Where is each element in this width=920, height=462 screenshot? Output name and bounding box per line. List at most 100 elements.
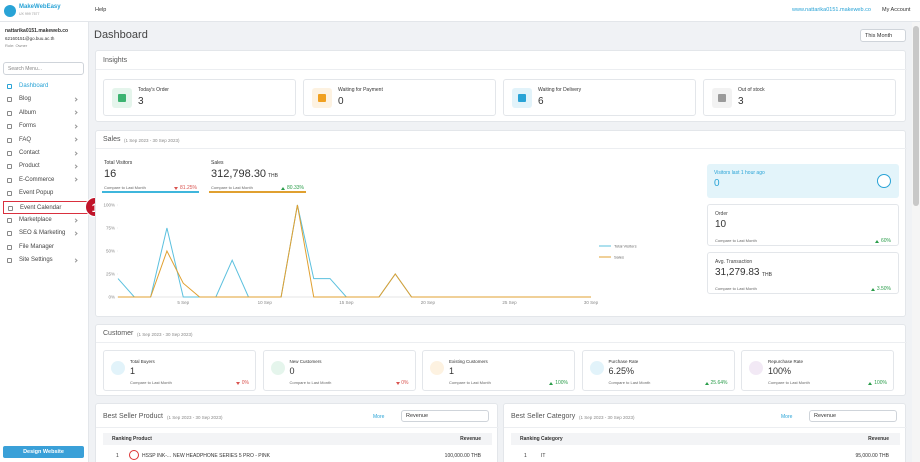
side-label: Visitors last 1 hour ago xyxy=(714,170,765,176)
insight-card: Today's Order 3 xyxy=(103,79,296,116)
metric-label: Total Visitors xyxy=(104,160,133,166)
menu-item[interactable]: Event Popup xyxy=(3,187,88,200)
menu-label: Marketplace xyxy=(19,217,52,223)
menu-icon xyxy=(7,124,12,130)
menu-icon xyxy=(7,97,12,103)
card-icon xyxy=(270,361,285,375)
top-bar: MakeWebEasy UX 999 7577 Help www.nattarika0… xyxy=(0,0,920,22)
card-icon-glyph xyxy=(118,94,126,102)
section-range: (1 Sep 2023 - 30 Sep 2023) xyxy=(137,331,193,337)
menu-item[interactable]: FAQ xyxy=(3,134,88,147)
menu-item[interactable]: Contact xyxy=(3,147,88,160)
card-label: Waiting for Payment xyxy=(338,87,383,93)
menu-label: Dashboard xyxy=(19,83,49,89)
card-icon xyxy=(589,361,604,375)
chevron xyxy=(73,164,78,169)
section-title: Best Seller Category xyxy=(511,413,576,420)
more-link[interactable]: More xyxy=(373,414,385,420)
site-name: nattarika0151.makeweb.co xyxy=(5,28,69,34)
menu-label: SEO & Marketing xyxy=(19,230,66,237)
x-tick-label: 20 Sep xyxy=(421,300,436,305)
customer-card: Repurchase Rate 100% Compare to Last Month… xyxy=(741,350,894,391)
card-value: 1 xyxy=(449,366,455,376)
menu-label: Site Settings xyxy=(19,257,53,264)
card-value: 0 xyxy=(289,366,295,376)
metric-unit: THB xyxy=(268,173,278,179)
trend-arrow xyxy=(395,381,400,385)
y-tick-label: 25% xyxy=(106,272,115,277)
site-link[interactable]: www.nattarika0151.makeweb.co xyxy=(792,7,871,13)
card-value: 6.25% xyxy=(608,366,635,376)
card-compare: Compare to Last Month xyxy=(130,380,172,385)
customer-card: Existing Customers 1 Compare to Last Month… xyxy=(422,350,575,391)
menu-item[interactable]: File Manager xyxy=(3,241,88,254)
card-value: 1 xyxy=(130,366,136,376)
best-seller-product-panel: Best Seller Product (1 Sep 2023 - 30 Sep … xyxy=(95,403,499,462)
change-value: 100% xyxy=(555,380,568,386)
menu-icon xyxy=(7,258,12,264)
menu-item[interactable]: Marketplace xyxy=(3,214,88,227)
card-label: Repurchase Rate xyxy=(768,359,804,364)
menu-label: FAQ xyxy=(19,136,32,143)
menu-icon xyxy=(7,137,12,143)
sales-side-card: Order 10 Compare to Last Month 60% xyxy=(707,204,899,246)
menu-icon xyxy=(7,110,12,116)
menu-item[interactable]: Event Calendar xyxy=(3,200,88,214)
menu-icon xyxy=(7,244,12,250)
chevron xyxy=(73,124,78,129)
card-icon-glyph xyxy=(318,94,326,102)
logo-tagline: UX 999 7577 xyxy=(19,12,40,16)
menu-label: Contact xyxy=(19,150,40,156)
trend-arrow xyxy=(875,239,879,243)
chevron xyxy=(73,217,78,223)
cell-revenue: 100,000.00 THB xyxy=(444,453,481,459)
trend-arrow xyxy=(549,381,553,385)
search-input[interactable]: Search Menu... xyxy=(3,62,84,75)
design-button-label: Design Website xyxy=(23,449,64,455)
chevron xyxy=(73,258,78,263)
menu-item[interactable]: E-Commerce xyxy=(3,174,88,187)
sort-select[interactable]: Revenue xyxy=(401,410,489,422)
side-value: 0 xyxy=(714,178,720,189)
chevron xyxy=(73,150,78,156)
period-value: This Month xyxy=(865,33,893,39)
metric-compare: Compare to Last Month xyxy=(104,185,146,190)
menu-item[interactable]: Site Settings xyxy=(3,254,88,267)
section-range: (1 Sep 2023 - 30 Sep 2023) xyxy=(124,137,180,143)
metric-underline xyxy=(209,191,306,193)
side-label: Avg. Transaction xyxy=(715,259,753,265)
design-button[interactable]: Design Website xyxy=(3,446,84,458)
card-value: 100% xyxy=(768,366,792,376)
sales-panel: Sales (1 Sep 2023 - 30 Sep 2023) Total Vis… xyxy=(95,130,907,317)
menu-item[interactable]: Product xyxy=(3,160,88,173)
section-title: Customer xyxy=(103,330,134,337)
best-seller-category-panel: Best Seller Category (1 Sep 2023 - 30 Sep… xyxy=(503,403,907,462)
metric-value: 16 xyxy=(104,168,117,180)
card-value: 3 xyxy=(138,96,144,107)
scrollbar-thumb[interactable] xyxy=(913,26,919,206)
more-link[interactable]: More xyxy=(781,414,793,420)
legend-label: Sales xyxy=(614,255,624,260)
side-value: 31,279.83 xyxy=(715,267,760,278)
menu-item[interactable]: Dashboard xyxy=(3,80,88,93)
customer-card: Total Buyers 1 Compare to Last Month 0% xyxy=(103,350,256,391)
column-header: Ranking xyxy=(112,436,132,442)
sales-side-card: Visitors last 1 hour ago 0 xyxy=(707,164,899,198)
menu-item[interactable]: Album xyxy=(3,107,88,120)
insight-card: Out of stock 3 xyxy=(703,79,896,116)
account-menu[interactable]: My Account xyxy=(882,7,911,13)
period-select[interactable]: This Month xyxy=(860,29,906,42)
card-value: 3 xyxy=(738,96,744,107)
trend-arrow xyxy=(704,381,709,385)
sort-select[interactable]: Revenue xyxy=(809,410,897,422)
menu-item[interactable]: Forms xyxy=(3,120,88,133)
section-range: (1 Sep 2023 - 30 Sep 2023) xyxy=(167,414,223,420)
menu-label: Event Calendar xyxy=(20,204,62,211)
menu-item[interactable]: SEO & Marketing xyxy=(3,227,88,240)
help-menu[interactable]: Help xyxy=(95,7,107,13)
y-tick-label: 0% xyxy=(108,295,115,300)
card-icon xyxy=(312,88,332,108)
metric-label: Sales xyxy=(211,160,224,166)
menu-item[interactable]: Blog xyxy=(3,93,88,106)
